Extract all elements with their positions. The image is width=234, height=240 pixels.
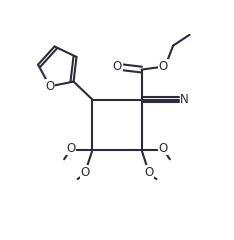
Text: O: O — [45, 80, 55, 93]
Text: O: O — [81, 166, 90, 179]
Text: O: O — [144, 166, 153, 179]
Text: O: O — [113, 60, 122, 72]
Text: O: O — [159, 60, 168, 72]
Text: O: O — [159, 142, 168, 155]
Text: N: N — [180, 93, 189, 106]
Text: O: O — [66, 142, 75, 155]
